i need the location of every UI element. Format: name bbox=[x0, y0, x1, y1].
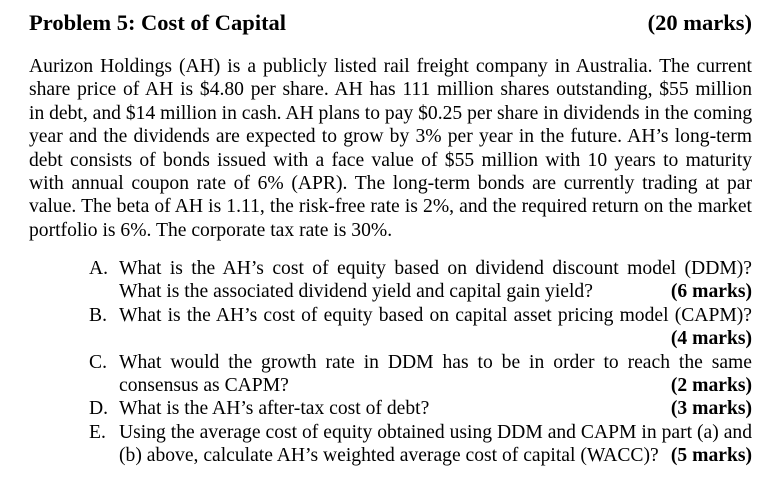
question-letter: B. bbox=[89, 304, 107, 326]
question-text: What is the AH’s cost of equity based on… bbox=[119, 258, 752, 279]
question-text-row: (b) above, calculate AH’s weighted avera… bbox=[119, 444, 752, 467]
question-text: (b) above, calculate AH’s weighted avera… bbox=[119, 445, 659, 467]
description-line: value. The beta of AH is 1.11, the risk-… bbox=[29, 196, 752, 218]
question-text: What is the AH’s cost of equity based on… bbox=[119, 304, 752, 326]
question-text: consensus as CAPM? bbox=[119, 375, 289, 397]
question-text-row: What is the AH’s after-tax cost of debt?… bbox=[119, 397, 752, 420]
question-text-row: consensus as CAPM? (2 marks) bbox=[119, 374, 752, 397]
question-letter: A. bbox=[89, 258, 109, 279]
question-b: B. What is the AH’s cost of equity based… bbox=[89, 304, 752, 351]
question-text: What is the AH’s after-tax cost of debt? bbox=[119, 398, 430, 420]
question-text-row: What is the associated dividend yield an… bbox=[119, 280, 752, 303]
question-marks: (6 marks) bbox=[670, 281, 752, 303]
question-body: What is the AH’s cost of equity based on… bbox=[119, 304, 752, 351]
total-marks: (20 marks) bbox=[647, 10, 752, 35]
question-c: C. What would the growth rate in DDM has… bbox=[89, 351, 752, 398]
description-line: with annual coupon rate of 6% (APR). The… bbox=[29, 173, 752, 195]
question-e: E. Using the average cost of equity obta… bbox=[89, 421, 752, 468]
description-line: in debt, and $14 million in cash. AH pla… bbox=[29, 102, 753, 124]
question-body: What would the growth rate in DDM has to… bbox=[119, 351, 752, 398]
question-body: What is the AH’s cost of equity based on… bbox=[119, 257, 752, 304]
question-a: A. What is the AH’s cost of equity based… bbox=[89, 257, 752, 304]
description-line: share price of AH is $4.80 per share. AH… bbox=[29, 79, 752, 101]
problem-header: Problem 5: Cost of Capital (20 marks) bbox=[29, 9, 752, 37]
description-line: Aurizon Holdings (AH) is a publicly list… bbox=[29, 56, 752, 77]
description-line: year and the dividends are expected to g… bbox=[29, 126, 752, 148]
problem-description: Aurizon Holdings (AH) is a publicly list… bbox=[29, 55, 752, 242]
question-body: What is the AH’s after-tax cost of debt?… bbox=[119, 397, 752, 420]
question-text: What would the growth rate in DDM has to… bbox=[119, 351, 752, 373]
question-marks: (2 marks) bbox=[670, 375, 752, 397]
question-body: Using the average cost of equity obtaine… bbox=[119, 421, 752, 468]
question-marks: (3 marks) bbox=[670, 398, 752, 420]
question-list: A. What is the AH’s cost of equity based… bbox=[89, 257, 752, 468]
question-letter: E. bbox=[89, 421, 106, 443]
description-line: debt consists of bonds issued with a fac… bbox=[29, 149, 752, 171]
question-letter: D. bbox=[89, 398, 109, 420]
question-text: Using the average cost of equity obtaine… bbox=[119, 421, 752, 443]
question-marks: (4 marks) bbox=[670, 328, 752, 350]
question-text: What is the associated dividend yield an… bbox=[119, 281, 593, 303]
description-line: portfolio is 6%. The corporate tax rate … bbox=[29, 219, 393, 241]
question-letter: C. bbox=[89, 351, 107, 373]
question-marks: (5 marks) bbox=[670, 445, 752, 467]
question-d: D. What is the AH’s after-tax cost of de… bbox=[89, 397, 752, 420]
problem-title: Problem 5: Cost of Capital bbox=[29, 10, 287, 35]
